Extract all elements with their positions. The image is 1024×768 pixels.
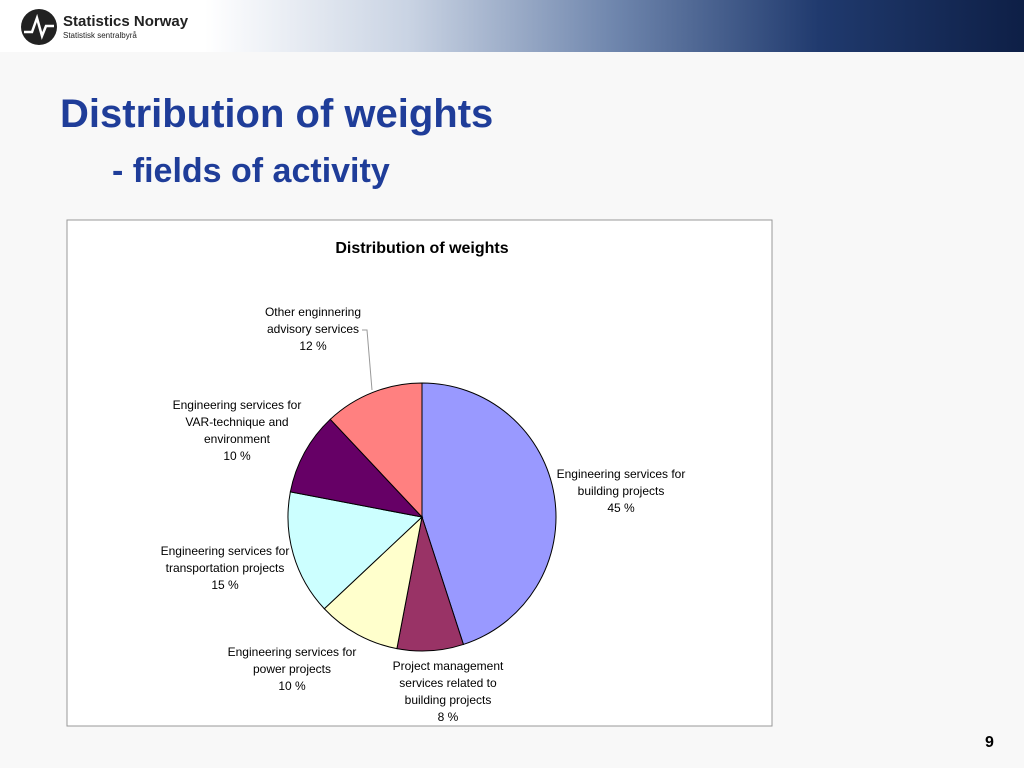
value-label: 10 % <box>223 449 251 463</box>
category-name: Engineering services for transportation … <box>160 544 290 575</box>
brand-sub: Statistisk sentralbyrå <box>63 31 137 40</box>
slice-label: Engineering services for transportation … <box>153 543 298 594</box>
chart-title: Distribution of weights <box>335 240 508 257</box>
leader-line <box>362 329 373 391</box>
slice-label: Engineering services for power projects 1… <box>220 644 365 695</box>
value-label: 12 % <box>299 339 327 353</box>
slice-label: Engineering services for building projec… <box>556 466 686 517</box>
category-name: Engineering services for building projec… <box>556 467 686 498</box>
value-label: 15 % <box>211 578 239 592</box>
page-number: 9 <box>985 734 994 751</box>
logo <box>21 9 57 45</box>
slide-title: Distribution of weights <box>60 92 494 136</box>
pie-slice <box>329 382 423 519</box>
slice-label: Other enginnering advisory services 12 % <box>253 304 373 355</box>
slice-label: Engineering services for VAR-technique a… <box>165 397 310 465</box>
header-banner: Statistics Norway Statistisk sentralbyrå <box>0 0 1024 52</box>
pie-slice <box>323 515 423 650</box>
slide-subtitle: - fields of activity <box>112 152 390 190</box>
value-label: 45 % <box>607 501 635 515</box>
category-name: Other enginnering advisory services <box>264 305 362 336</box>
value-label: 10 % <box>278 679 306 693</box>
pie-slice <box>289 418 424 518</box>
pie-slice <box>421 382 557 646</box>
category-name: Project management services related to b… <box>392 659 504 707</box>
category-name: Engineering services for power projects <box>227 645 357 676</box>
slice-label: Project management services related to b… <box>386 658 511 726</box>
value-label: 8 % <box>437 710 459 724</box>
category-name: Engineering services for VAR-technique a… <box>172 398 302 446</box>
pie-slice <box>287 491 424 610</box>
brand: Statistics Norway <box>63 13 189 30</box>
